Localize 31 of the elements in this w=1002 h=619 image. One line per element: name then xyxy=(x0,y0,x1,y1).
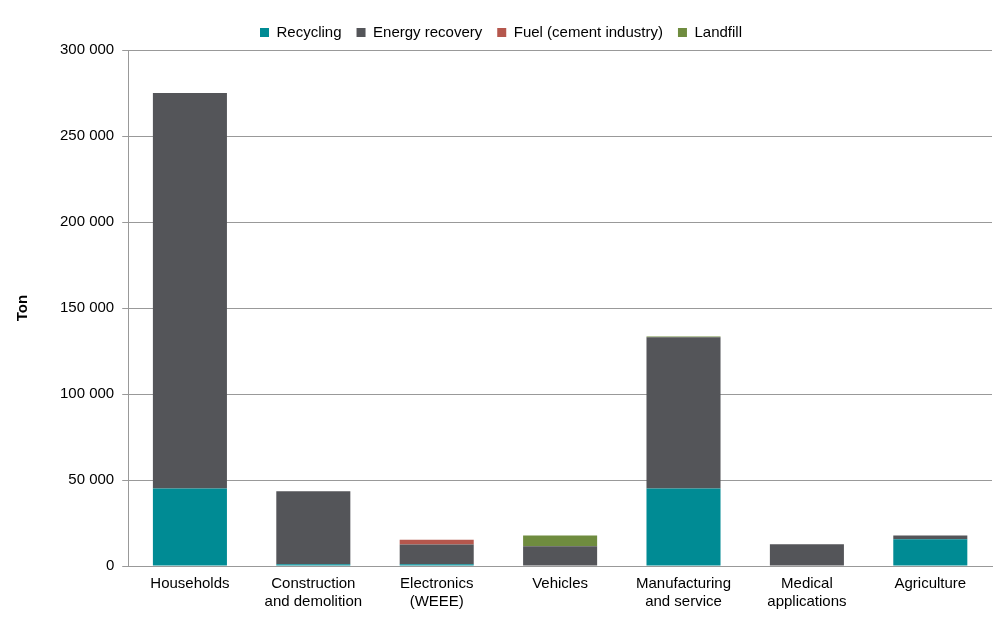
y-tick-label: 250 000 xyxy=(59,126,115,144)
x-tick-label: Manufacturing and service xyxy=(635,574,732,610)
x-tick-label: Households xyxy=(150,574,230,592)
x-tick-label: Vehicles xyxy=(532,574,589,592)
y-tick-label: 300 000 xyxy=(59,40,115,58)
y-axis-title: Ton xyxy=(13,294,31,322)
bar xyxy=(646,337,721,489)
bar xyxy=(399,539,474,545)
y-tick-label: 0 xyxy=(105,556,115,574)
bar xyxy=(893,539,968,566)
legend-label: Recycling xyxy=(276,22,342,40)
bar xyxy=(276,491,351,565)
legend-label: Energy recovery xyxy=(373,22,483,40)
bar xyxy=(152,488,227,566)
x-tick-label: Electronics (WEEE) xyxy=(400,574,474,610)
bar xyxy=(646,488,721,566)
bar xyxy=(523,535,598,547)
bar xyxy=(152,93,227,489)
legend-label: Fuel (cement industry) xyxy=(513,22,663,40)
bar xyxy=(523,546,598,566)
x-tick-label: Construction and demolition xyxy=(264,574,363,610)
x-tick-label: Medical applications xyxy=(767,574,847,610)
y-tick-label: 200 000 xyxy=(59,212,115,230)
bar xyxy=(399,544,474,565)
x-tick-label: Agriculture xyxy=(894,574,967,592)
y-tick-label: 50 000 xyxy=(68,470,115,488)
legend-label: Landfill xyxy=(694,22,743,40)
y-tick-label: 150 000 xyxy=(59,298,115,316)
y-tick-label: 100 000 xyxy=(59,384,115,402)
bar xyxy=(769,544,844,566)
bar xyxy=(893,535,968,540)
